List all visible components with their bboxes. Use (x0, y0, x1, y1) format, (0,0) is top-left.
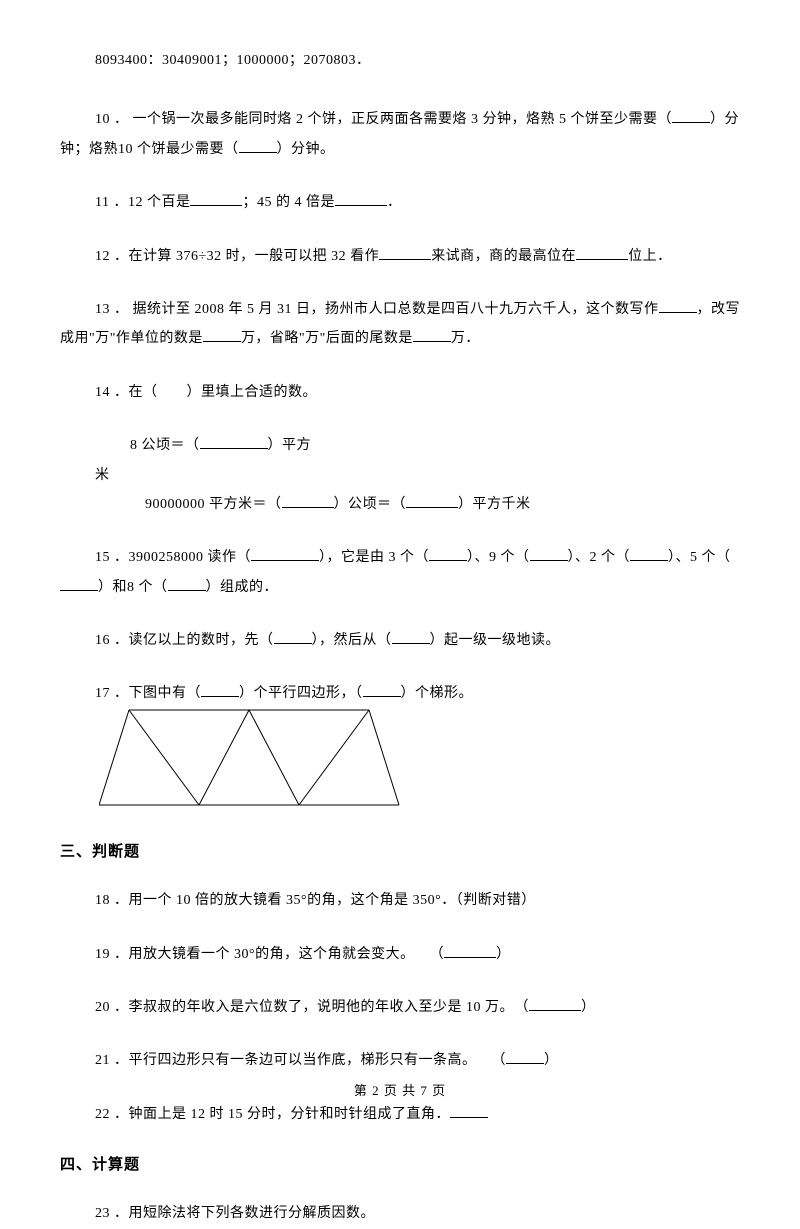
blank (239, 139, 277, 153)
blank (576, 246, 628, 260)
section4-title: 四、计算题 (60, 1153, 740, 1177)
page-footer: 第 2 页 共 7 页 (0, 1081, 800, 1102)
q10-t3: ）分钟。 (277, 142, 335, 157)
blank (363, 683, 401, 697)
q17-t1: 17 ．下图中有（ (95, 686, 201, 701)
q20: 20 ．李叔叔的年收入是六位数了，说明他的年收入至少是 10 万。 （） (60, 993, 740, 1022)
q11-t1: 11 ．12 个百是 (95, 195, 190, 210)
q12-t1: 12 ．在计算 376÷32 时，一般可以把 32 看作 (95, 249, 379, 264)
blank (200, 435, 268, 449)
trapezoid-figure (64, 709, 419, 818)
blank (60, 577, 98, 591)
q21: 21 ．平行四边形只有一条边可以当作底，梯形只有一条高。 （） (60, 1046, 740, 1075)
q13-t3: 万，省略"万"后面的尾数是 (241, 331, 413, 346)
blank (274, 630, 312, 644)
blank (282, 494, 334, 508)
q14-row: 8 公顷＝（）平方米 90000000 平方米＝（）公顷＝（）平方千米 (60, 431, 740, 519)
q11: 11 ．12 个百是 ；45 的 4 倍是 ． (60, 188, 740, 217)
q11-t2: ；45 的 4 倍是 (242, 195, 335, 210)
q22: 22 ．钟面上是 12 时 15 分时，分针和时针组成了直角． (60, 1100, 740, 1129)
q16: 16 ．读亿以上的数时，先（），然后从（）起一级一级地读。 (60, 626, 740, 655)
section3-title: 三、判断题 (60, 840, 740, 864)
blank (168, 577, 206, 591)
blank (190, 192, 242, 206)
blank (413, 328, 451, 342)
top-numbers: 8093400：30409001；1000000；2070803． (60, 46, 740, 75)
q17-t2: ）个平行四边形，（ (239, 686, 363, 701)
q17-t3: ）个梯形。 (401, 686, 474, 701)
blank (630, 547, 668, 561)
q12-t2: 来试商，商的最高位在 (431, 249, 576, 264)
q19: 19 ．用放大镜看一个 30°的角，这个角就会变大。 （） (60, 940, 740, 969)
blank (379, 246, 431, 260)
blank (529, 997, 581, 1011)
q23: 23 ．用短除法将下列各数进行分解质因数。 (60, 1199, 740, 1228)
q12: 12 ．在计算 376÷32 时，一般可以把 32 看作 来试商，商的最高位在 位上… (60, 242, 740, 271)
blank (672, 109, 710, 123)
blank (203, 328, 241, 342)
q10: 10 ． 一个锅一次最多能同时烙 2 个饼，正反两面各需要烙 3 分钟，烙熟 5… (60, 105, 740, 164)
q13: 13 ． 据统计至 2008 年 5 月 31 日，扬州市人口总数是四百八十九万… (60, 295, 740, 354)
blank (450, 1104, 488, 1118)
blank (429, 547, 467, 561)
blank (201, 683, 239, 697)
triangle-svg (99, 709, 419, 807)
blank (392, 630, 430, 644)
blank (251, 547, 319, 561)
q17-row: 17 ．下图中有（ ）个平行四边形，（ ）个梯形。 (60, 679, 740, 818)
q14-title: 14 ．在（ ）里填上合适的数。 (60, 378, 740, 407)
q13-t4: 万． (451, 331, 480, 346)
q14c2: 90000000 平方米＝（）公顷＝（）平方千米 (110, 490, 531, 519)
q18: 18 ．用一个 10 倍的放大镜看 35°的角，这个角是 350°．（判断对错） (60, 886, 740, 915)
q10-t1: 10 ． 一个锅一次最多能同时烙 2 个饼，正反两面各需要烙 3 分钟，烙熟 5… (95, 112, 672, 127)
q13-t1: 13 ． 据统计至 2008 年 5 月 31 日，扬州市人口总数是四百八十九万… (95, 302, 659, 317)
q12-t3: 位上． (628, 249, 672, 264)
blank (444, 944, 496, 958)
blank (335, 192, 387, 206)
blank (506, 1050, 544, 1064)
q14c1: 8 公顷＝（）平方米 (95, 431, 325, 490)
blank (659, 299, 697, 313)
blank (530, 547, 568, 561)
blank (406, 494, 458, 508)
q15: 15 ．3900258000 读作（），它是由 3 个（）、9 个（）、2 个（… (60, 543, 740, 602)
q11-t3: ． (387, 195, 402, 210)
